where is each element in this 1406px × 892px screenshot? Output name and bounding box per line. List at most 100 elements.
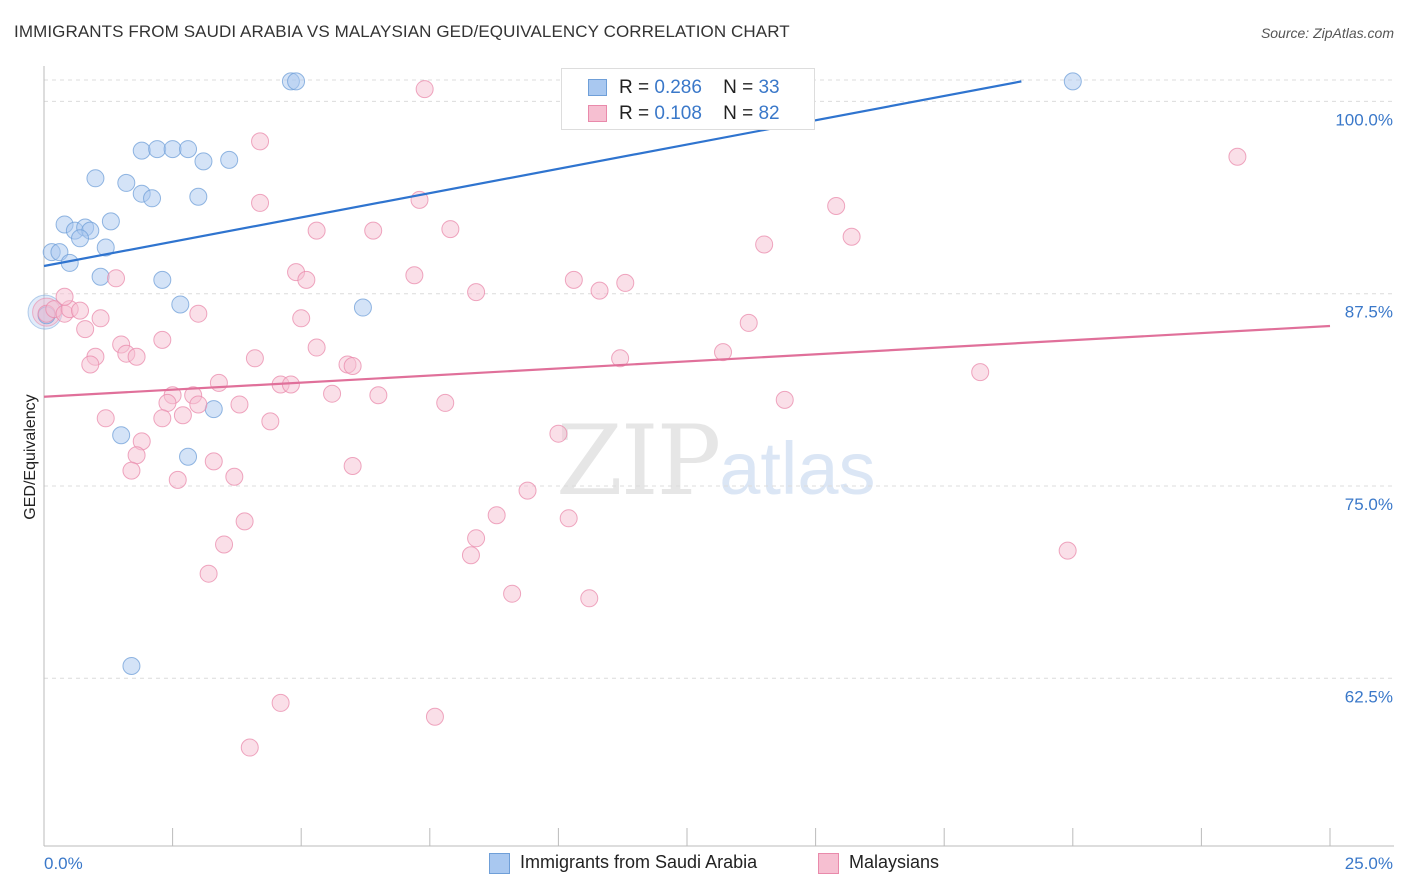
point-malaysians	[127, 446, 146, 465]
point-malaysians	[76, 320, 95, 339]
point-malaysians	[215, 535, 234, 554]
point-malaysians	[230, 395, 249, 414]
point-malaysians	[503, 584, 522, 603]
point-malaysians	[307, 221, 326, 240]
point-malaysians	[971, 363, 990, 382]
point-saudi	[189, 187, 208, 206]
point-malaysians	[55, 287, 74, 306]
legend-r-value-saudi: 0.286	[654, 77, 702, 98]
point-malaysians	[549, 424, 568, 443]
point-malaysians	[153, 409, 172, 428]
point-saudi	[112, 426, 131, 445]
point-saudi	[148, 140, 167, 159]
point-saudi	[86, 169, 105, 188]
point-malaysians	[245, 349, 264, 368]
legend-n-label: N =	[723, 103, 754, 124]
point-malaysians	[580, 589, 599, 608]
legend-swatch-pink-icon	[588, 105, 607, 122]
y-tick-label: 62.5%	[1345, 687, 1393, 706]
bottom-legend-label-saudi: Immigrants from Saudi Arabia	[520, 852, 758, 872]
point-malaysians	[209, 373, 228, 392]
zipatlas-watermark: ZIPatlas	[556, 405, 876, 517]
legend-swatch-blue-icon	[588, 79, 607, 96]
y-axis-label: GED/Equivalency	[22, 394, 39, 520]
point-malaysians	[292, 309, 311, 328]
point-saudi	[179, 447, 198, 466]
legend-n-label: N =	[723, 77, 754, 98]
point-malaysians	[755, 235, 774, 254]
point-malaysians	[369, 386, 388, 405]
trendline-malaysians	[43, 324, 1331, 398]
point-malaysians	[436, 393, 455, 412]
point-malaysians	[225, 467, 244, 486]
bottom-legend-swatch-pink-icon	[818, 853, 839, 874]
point-malaysians	[364, 221, 383, 240]
point-malaysians	[127, 347, 146, 366]
chart-title: IMMIGRANTS FROM SAUDI ARABIA VS MALAYSIA…	[14, 22, 790, 41]
point-malaysians	[441, 220, 460, 239]
trendline-saudi	[43, 80, 1022, 268]
y-tick-label: 75.0%	[1345, 495, 1393, 514]
legend-n-value-saudi: 33	[758, 77, 780, 98]
point-malaysians	[189, 395, 208, 414]
point-malaysians	[297, 270, 316, 289]
bottom-legend-label-malaysians: Malaysians	[849, 852, 940, 872]
point-malaysians	[107, 269, 126, 288]
watermark-atlas: atlas	[719, 427, 876, 510]
point-malaysians	[467, 283, 486, 302]
legend-n-value-malaysians: 82	[758, 103, 780, 124]
point-malaysians	[240, 738, 259, 757]
point-malaysians	[461, 546, 480, 565]
point-malaysians	[343, 357, 362, 375]
point-malaysians	[343, 457, 362, 475]
point-malaysians	[611, 349, 630, 368]
y-tick-label: 87.5%	[1345, 303, 1393, 322]
point-saudi	[91, 267, 110, 286]
legend-r-label: R =	[619, 103, 650, 124]
point-malaysians	[714, 343, 733, 362]
point-malaysians	[158, 393, 177, 412]
point-malaysians	[96, 409, 115, 428]
point-saudi	[71, 229, 90, 248]
point-saudi	[153, 270, 172, 289]
point-saudi	[101, 212, 120, 231]
point-malaysians	[467, 529, 486, 548]
point-malaysians	[842, 227, 861, 246]
point-malaysians	[307, 338, 326, 357]
point-saudi	[204, 400, 223, 419]
point-malaysians	[405, 266, 424, 285]
point-saudi	[117, 173, 136, 192]
watermark-zip: ZIP	[556, 405, 721, 517]
point-saudi	[287, 72, 306, 91]
x-tick-label-min: 0.0%	[44, 854, 83, 873]
point-saudi	[143, 189, 162, 208]
point-malaysians	[559, 509, 578, 528]
point-saudi	[122, 657, 141, 675]
point-malaysians	[775, 390, 794, 409]
point-malaysians	[271, 693, 290, 712]
point-saudi	[171, 295, 190, 314]
point-saudi	[353, 298, 372, 317]
y-tick-label: 100.0%	[1335, 110, 1393, 129]
point-malaysians	[71, 301, 90, 320]
point-malaysians	[323, 384, 342, 403]
point-malaysians	[91, 309, 110, 328]
point-saudi	[194, 152, 213, 171]
point-malaysians	[261, 412, 280, 431]
point-saudi	[220, 150, 239, 169]
point-saudi	[179, 140, 198, 159]
stats-legend: R = 0.286 N = 33 R = 0.108 N = 82	[561, 68, 815, 130]
point-malaysians	[564, 270, 583, 289]
point-malaysians	[1058, 541, 1077, 560]
point-malaysians	[251, 193, 270, 212]
point-malaysians	[153, 330, 172, 349]
point-malaysians	[173, 406, 192, 425]
source-label: Source: ZipAtlas.com	[1260, 25, 1394, 41]
point-saudi	[132, 141, 151, 160]
point-malaysians	[81, 355, 100, 374]
point-malaysians	[235, 512, 254, 531]
point-malaysians	[199, 564, 218, 583]
point-malaysians	[425, 707, 444, 726]
point-malaysians	[122, 461, 141, 480]
